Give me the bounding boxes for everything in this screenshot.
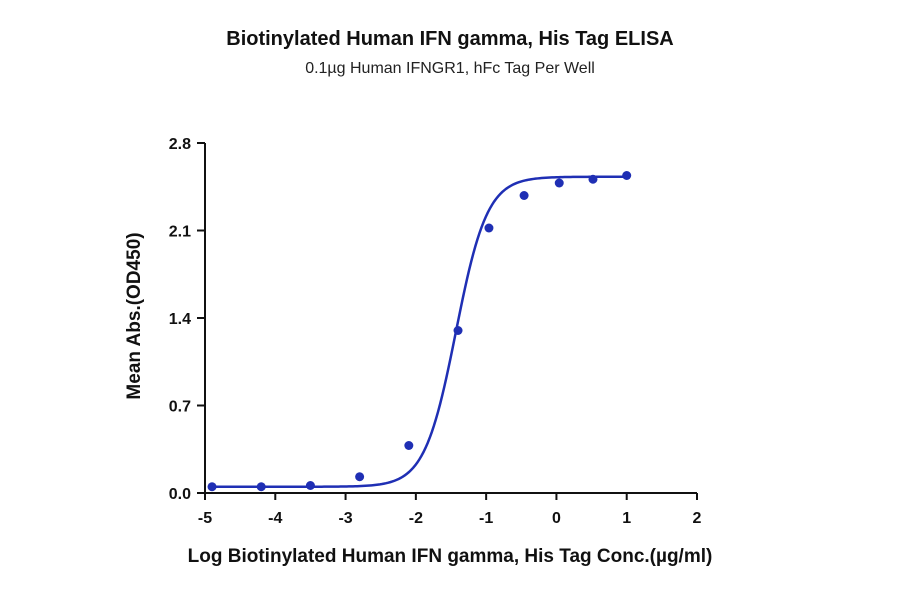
y-axis-label: Mean Abs.(OD450) bbox=[124, 232, 145, 399]
chart-subtitle: 0.1µg Human IFNGR1, hFc Tag Per Well bbox=[305, 60, 595, 77]
chart-title: Biotinylated Human IFN gamma, His Tag EL… bbox=[226, 28, 674, 50]
x-axis-label: Log Biotinylated Human IFN gamma, His Ta… bbox=[188, 546, 713, 567]
y-tick-label: 2.1 bbox=[169, 224, 191, 241]
data-point bbox=[404, 441, 414, 450]
data-point bbox=[519, 191, 529, 200]
data-point bbox=[355, 472, 365, 482]
axes bbox=[204, 143, 697, 494]
data-point bbox=[256, 482, 266, 492]
data-points bbox=[207, 171, 632, 492]
data-point bbox=[554, 178, 564, 188]
y-tick-label: 0.7 bbox=[169, 399, 191, 416]
y-tick-label: 1.4 bbox=[169, 311, 191, 328]
y-tick-label: 2.8 bbox=[169, 136, 191, 153]
y-tick-label: 0.0 bbox=[169, 486, 191, 503]
data-point bbox=[207, 482, 217, 492]
x-tick-label: 0 bbox=[552, 510, 561, 527]
y-ticks: 0.0 0.7 1.4 2.1 2.8 bbox=[169, 136, 205, 503]
x-tick-label: 1 bbox=[622, 510, 631, 527]
x-tick-label: -2 bbox=[409, 510, 423, 527]
x-ticks: -5 -4 -3 -2 -1 0 1 2 bbox=[198, 493, 702, 527]
data-point bbox=[484, 223, 494, 233]
data-point bbox=[453, 326, 463, 335]
x-tick-label: -3 bbox=[338, 510, 352, 527]
x-tick-label: -4 bbox=[268, 510, 282, 527]
data-point bbox=[622, 171, 632, 180]
data-point bbox=[588, 174, 598, 184]
x-tick-label: -1 bbox=[479, 510, 493, 527]
fit-curve bbox=[212, 175, 627, 488]
x-tick-label: -5 bbox=[198, 510, 212, 527]
x-tick-label: 2 bbox=[693, 510, 702, 527]
data-point bbox=[305, 481, 315, 490]
